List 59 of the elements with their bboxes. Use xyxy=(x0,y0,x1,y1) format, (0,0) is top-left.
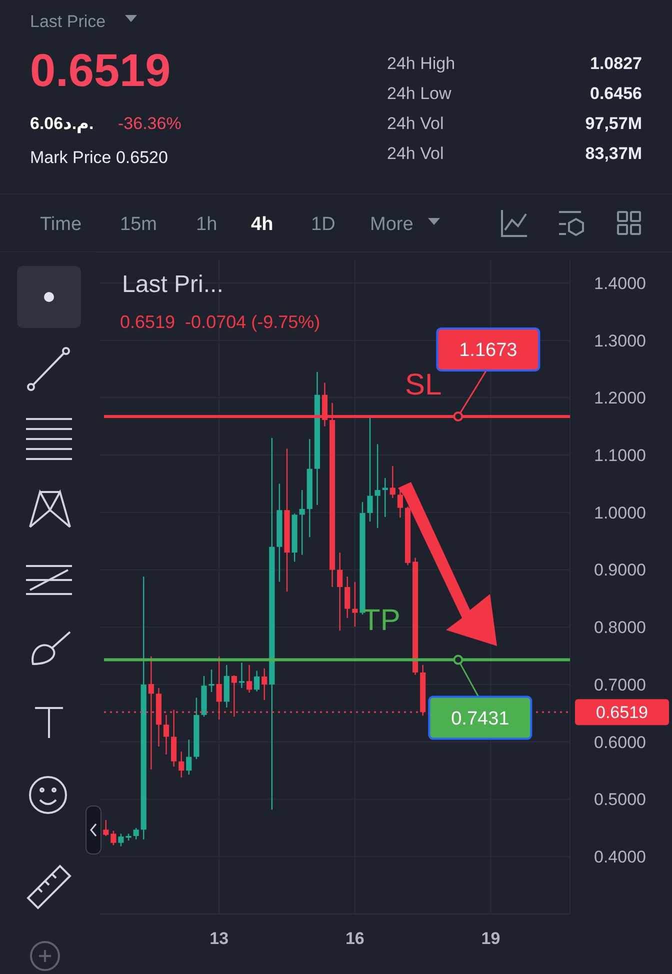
text: 1.0827 xyxy=(590,54,642,73)
text: 97,57M xyxy=(585,114,642,133)
candlestick xyxy=(337,552,343,632)
candlestick xyxy=(374,444,380,529)
annotation: 0.7431 xyxy=(451,708,510,730)
x-tick-label: 16 xyxy=(345,929,364,948)
candlestick xyxy=(208,669,214,693)
y-tick-label: 1.4000 xyxy=(594,274,646,293)
text: 0.6519 xyxy=(30,44,171,96)
y-tick-label: 0.8000 xyxy=(594,618,646,638)
text: 0.6519 -0.0704 (-9.75%) xyxy=(120,312,320,332)
text: 83,37M xyxy=(585,144,642,163)
x-tick-label: 13 xyxy=(210,929,229,948)
text: 24h High xyxy=(387,54,456,73)
y-tick-label: 1.2000 xyxy=(594,388,646,408)
text: 1D xyxy=(311,214,336,235)
candlestick xyxy=(390,465,396,499)
legend-label: SL xyxy=(405,368,442,402)
text: Time xyxy=(40,214,82,235)
y-tick-label: 1.0000 xyxy=(594,503,646,522)
text: 15m xyxy=(120,214,157,235)
text: 24h Low xyxy=(387,84,452,103)
candlestick xyxy=(103,819,109,837)
y-tick-label: 0.7000 xyxy=(594,675,646,694)
ref-line-label: TP xyxy=(362,604,400,637)
text: 6.06م.د. xyxy=(30,114,94,134)
y-tick-label: 0.5000 xyxy=(594,790,646,810)
y-tick-label: 1.3000 xyxy=(594,331,646,350)
text: Last Price xyxy=(30,12,106,31)
candlestick xyxy=(238,662,245,689)
candlestick xyxy=(186,739,192,776)
candlestick xyxy=(110,830,116,846)
candlestick xyxy=(133,827,139,840)
candlestick xyxy=(178,751,184,778)
candlestick xyxy=(352,581,358,628)
text: Mark Price 0.6520 xyxy=(30,148,168,167)
candlestick xyxy=(254,670,260,692)
y-tick-label: 0.9000 xyxy=(594,560,646,580)
text: 24h Vol xyxy=(387,144,444,163)
text: Last Pri... xyxy=(122,271,224,298)
x-tick-label: 19 xyxy=(481,929,500,948)
candlestick xyxy=(163,714,170,756)
ref-line-label: 0.6519 xyxy=(596,703,648,722)
candlestick xyxy=(262,668,268,701)
y-tick-label: 0.6000 xyxy=(594,732,646,752)
y-tick-label: 0.4000 xyxy=(594,848,646,867)
text: 4h xyxy=(251,214,274,235)
annotation: 1.1673 xyxy=(459,340,518,362)
candlestick xyxy=(246,664,252,694)
candlestick xyxy=(299,489,305,556)
text: 0.6456 xyxy=(590,84,642,103)
y-tick-label: 1.1000 xyxy=(594,446,646,466)
candlestick xyxy=(344,576,350,619)
text: -36.36% xyxy=(118,114,182,133)
candlestick xyxy=(367,416,373,522)
text: More xyxy=(370,214,414,235)
text: 24h Vol xyxy=(387,114,444,133)
candlestick xyxy=(397,488,403,518)
text: 1h xyxy=(196,214,218,235)
